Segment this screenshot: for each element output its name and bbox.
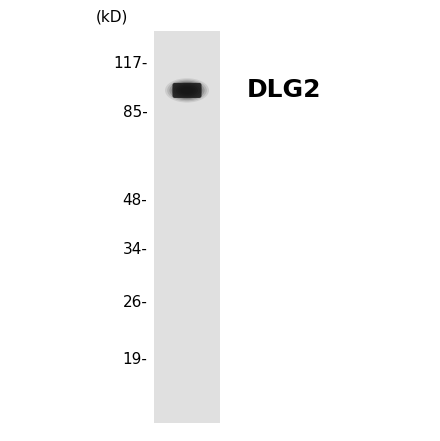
Ellipse shape (165, 78, 209, 103)
Text: 117-: 117- (113, 56, 147, 71)
Ellipse shape (180, 87, 194, 94)
Ellipse shape (174, 83, 200, 97)
Text: 26-: 26- (122, 295, 147, 310)
Text: (kD): (kD) (96, 9, 128, 24)
Ellipse shape (178, 86, 196, 95)
Ellipse shape (167, 79, 207, 101)
FancyBboxPatch shape (154, 31, 220, 423)
Ellipse shape (176, 84, 198, 97)
Text: 48-: 48- (123, 193, 147, 208)
Text: 85-: 85- (123, 105, 147, 120)
Text: 34-: 34- (122, 242, 147, 257)
Text: DLG2: DLG2 (246, 78, 321, 102)
Ellipse shape (169, 81, 205, 100)
Text: 19-: 19- (122, 352, 147, 367)
FancyBboxPatch shape (172, 83, 202, 98)
Ellipse shape (172, 82, 202, 99)
